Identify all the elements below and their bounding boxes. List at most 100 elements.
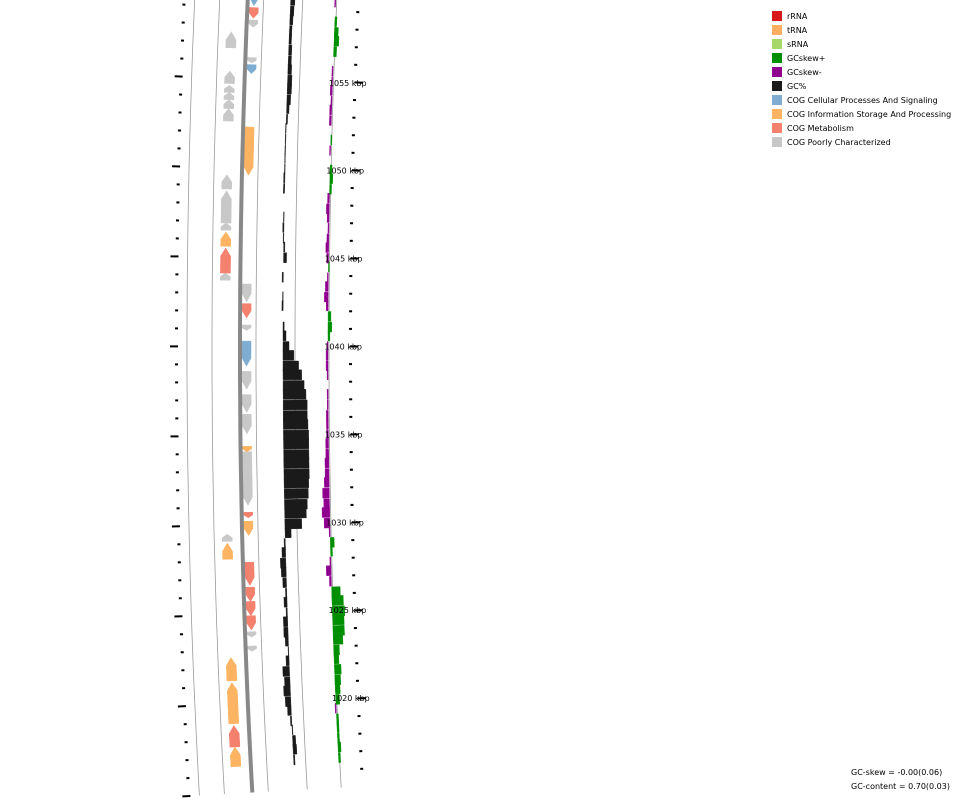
gc-content-bar: [281, 547, 286, 558]
gc-content-bar: [282, 232, 285, 244]
tick-label: 1055 kbp: [329, 79, 367, 88]
track-guide-line: [255, 0, 269, 792]
gene-feature: [241, 340, 252, 367]
backbone-line: [238, 0, 255, 793]
gc-content-bar: [287, 55, 292, 66]
gc-skew-bar: [326, 410, 329, 421]
tick-label: 1050 kbp: [326, 167, 364, 176]
gc-skew-bar: [324, 291, 329, 303]
gc-skew-bar: [325, 448, 330, 460]
legend-label: GCskew+: [787, 53, 826, 63]
gc-skew-bar: [321, 507, 331, 518]
gc-skew-bar: [326, 212, 330, 223]
legend-label: COG Metabolism: [787, 123, 854, 133]
gc-content-bar: [281, 272, 284, 283]
gc-skew-bar: [333, 653, 340, 665]
gc-content-bar: [282, 380, 305, 391]
gene-feature: [228, 725, 241, 748]
gc-skew-bar: [326, 203, 330, 214]
gc-skew-bar: [325, 300, 329, 311]
gc-skew-bar: [329, 145, 331, 156]
gc-skew-bar: [326, 252, 329, 264]
gene-feature: [244, 561, 255, 586]
tick-label: 1040 kbp: [324, 343, 362, 352]
gene-feature: [246, 631, 257, 638]
tick-label: 1045 kbp: [325, 255, 363, 264]
gc-content-bar: [283, 596, 288, 608]
gc-skew-bar: [331, 76, 333, 87]
gene-feature: [227, 682, 240, 725]
legend-swatch: [772, 11, 782, 21]
gc-content-bar: [286, 103, 290, 114]
tick-label: 1030 kbp: [326, 518, 364, 527]
gc-skew-bar: [333, 35, 340, 47]
stats-box: GC-skew = -0.00(0.06) GC-content = 0.70(…: [851, 766, 950, 794]
gene-feature: [247, 645, 257, 652]
gc-content-bar: [283, 241, 286, 253]
gc-content-bar: [283, 399, 308, 411]
gc-content-bar: [292, 743, 298, 755]
gc-content-bar: [282, 321, 285, 333]
gc-skew-bar: [325, 281, 329, 292]
gc-skew-bar: [330, 546, 333, 557]
gene-feature: [243, 511, 253, 518]
gene-feature: [241, 371, 252, 390]
gene-feature: [246, 64, 257, 74]
minor-tick-marks: [170, 3, 364, 798]
gc-skew-bar: [334, 664, 342, 675]
gc-skew-bar: [324, 468, 330, 479]
gc-content-bar: [286, 83, 292, 95]
legend-swatch: [772, 109, 782, 119]
gc-content-bar: [284, 144, 286, 155]
gc-content-bar: [282, 360, 299, 372]
gene-feature: [221, 174, 233, 190]
gene-feature: [248, 19, 259, 28]
gc-skew-bar: [327, 330, 331, 341]
gc-skew-bar: [325, 360, 329, 371]
track-guide-line: [186, 0, 200, 796]
gc-skew-bar: [329, 115, 332, 126]
gc-skew-bar: [333, 46, 337, 57]
gc-content-bar: [287, 64, 292, 75]
gene-feature: [242, 413, 252, 435]
gene-feature: [220, 190, 232, 224]
gc-content-bar: [283, 468, 310, 480]
gene-feature: [247, 57, 257, 64]
gc-skew-bar: [326, 429, 329, 440]
gc-skew-bar: [327, 311, 332, 322]
gc-skew-bar: [329, 556, 332, 567]
gc-content-bar: [283, 685, 291, 697]
gc-content-bar: [283, 449, 310, 460]
gc-skew-bar: [325, 565, 332, 576]
gc-content-bar: [284, 498, 308, 510]
gc-skew-bar: [327, 192, 330, 204]
gc-content-bar: [282, 341, 290, 352]
track-guide-lines: [186, 0, 342, 796]
gc-content-bar: [293, 754, 296, 766]
legend-label: COG Poorly Characterized: [787, 137, 891, 147]
gene-feature: [241, 324, 252, 331]
gc-content-bar: [284, 133, 287, 144]
gc-skew-bar: [338, 752, 341, 763]
gc-skew-bar: [324, 477, 330, 488]
gene-feature: [230, 746, 242, 768]
gc-skew-stat: GC-skew = -0.00(0.06): [851, 768, 943, 777]
gc-skew-bar: [326, 389, 329, 400]
gc-skew-bar: [337, 741, 342, 753]
gene-feature: [223, 92, 235, 101]
gc-content-bar: [284, 635, 289, 647]
gc-skew-bar: [322, 487, 330, 499]
gc-content-bar: [285, 113, 288, 125]
gc-skew-bar: [332, 625, 345, 636]
legend-item-gcskew-plus: GCskew+: [772, 51, 951, 65]
legend-item-rRNA: rRNA: [772, 9, 951, 23]
gc-content-bar: [283, 429, 309, 441]
gc-skew-bar: [331, 65, 334, 77]
gene-feature: [246, 615, 256, 631]
gene-feature: [223, 99, 235, 109]
gc-content-bar: [285, 122, 287, 134]
gc-content-bar: [287, 646, 290, 658]
gc-skew-track: [321, 0, 346, 763]
gc-content-bar: [289, 5, 295, 17]
gc-content-bar: [292, 735, 297, 746]
